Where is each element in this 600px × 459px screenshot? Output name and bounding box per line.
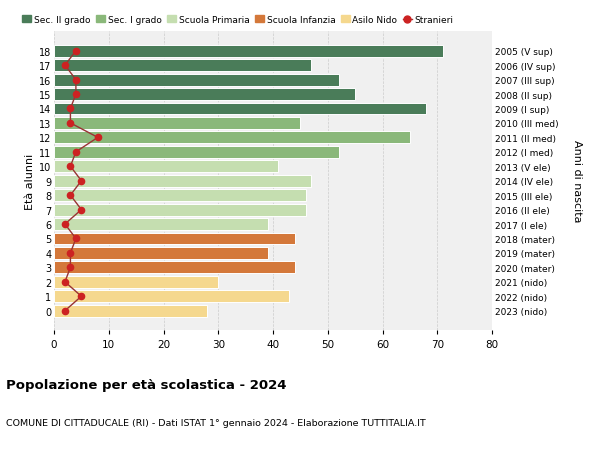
Bar: [54, 46, 443, 57]
Bar: [54, 60, 311, 72]
Bar: [54, 103, 426, 115]
Bar: [54, 291, 289, 302]
Bar: [54, 204, 306, 216]
Bar: [54, 175, 311, 187]
Bar: [54, 218, 268, 230]
Text: COMUNE DI CITTADUCALE (RI) - Dati ISTAT 1° gennaio 2024 - Elaborazione TUTTITALI: COMUNE DI CITTADUCALE (RI) - Dati ISTAT …: [6, 418, 426, 427]
Bar: [54, 161, 278, 173]
Bar: [54, 262, 295, 274]
Bar: [54, 233, 295, 245]
Bar: [54, 89, 355, 101]
Text: Popolazione per età scolastica - 2024: Popolazione per età scolastica - 2024: [6, 379, 287, 392]
Bar: [54, 118, 301, 129]
Y-axis label: Età alunni: Età alunni: [25, 153, 35, 209]
Bar: [54, 305, 208, 317]
Bar: [54, 276, 218, 288]
Y-axis label: Anni di nascita: Anni di nascita: [572, 140, 582, 223]
Legend: Sec. II grado, Sec. I grado, Scuola Primaria, Scuola Infanzia, Asilo Nido, Stran: Sec. II grado, Sec. I grado, Scuola Prim…: [22, 16, 454, 25]
Bar: [54, 190, 306, 202]
Bar: [54, 132, 410, 144]
Bar: [54, 146, 338, 158]
Bar: [54, 74, 338, 86]
Bar: [54, 247, 268, 259]
